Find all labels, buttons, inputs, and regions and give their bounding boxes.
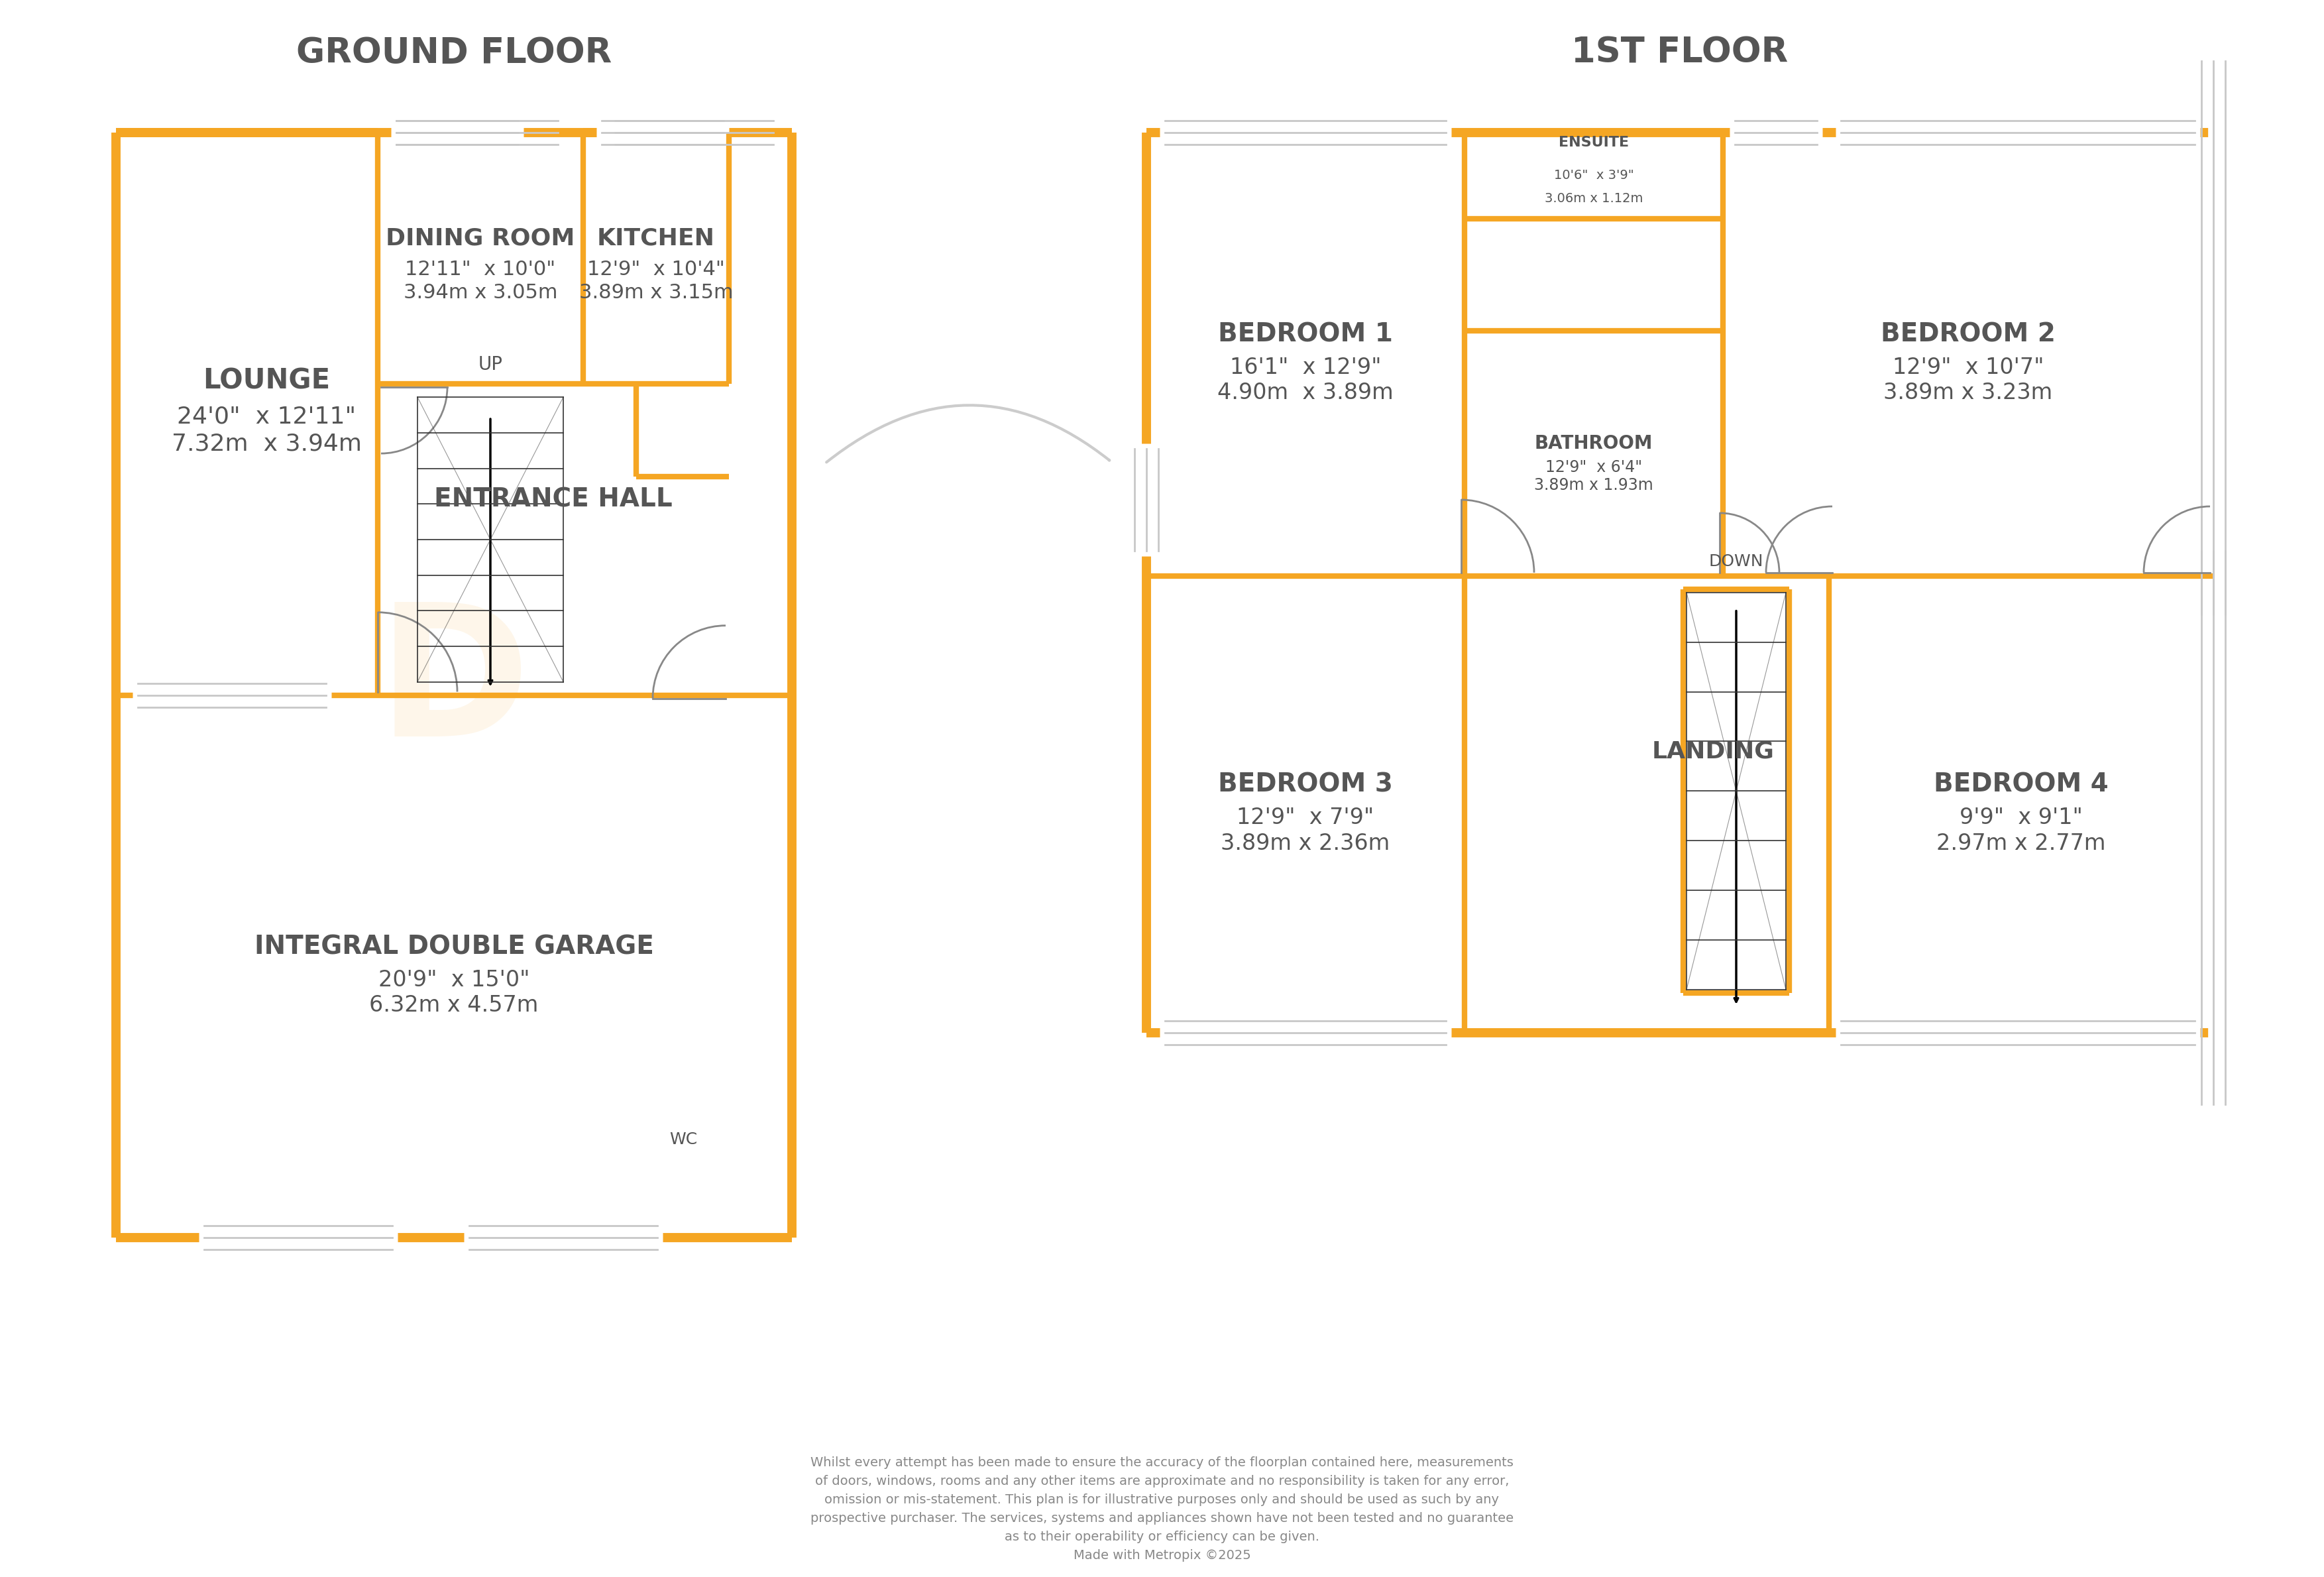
Text: Whilst every attempt has been made to ensure the accuracy of the floorplan conta: Whilst every attempt has been made to en… [811, 1457, 1513, 1561]
Text: KITCHEN: KITCHEN [597, 227, 716, 249]
Text: 7.32m  x 3.94m: 7.32m x 3.94m [172, 432, 363, 456]
Text: UP: UP [479, 355, 502, 374]
Text: BATHROOM: BATHROOM [1534, 434, 1652, 453]
Text: 10'6"  x 3'9": 10'6" x 3'9" [1555, 169, 1634, 181]
Text: WC: WC [669, 1131, 697, 1146]
Text: 20'9"  x 15'0": 20'9" x 15'0" [379, 968, 530, 990]
Text: LOUNGE: LOUNGE [202, 367, 330, 394]
Text: 24'0"  x 12'11": 24'0" x 12'11" [177, 405, 356, 427]
Text: 12'9"  x 10'7": 12'9" x 10'7" [1892, 356, 2043, 378]
Text: 3.06m x 1.12m: 3.06m x 1.12m [1545, 192, 1643, 205]
Text: LANDING: LANDING [1652, 740, 1773, 763]
Text: DOWN: DOWN [1708, 554, 1764, 569]
Text: INTEGRAL DOUBLE GARAGE: INTEGRAL DOUBLE GARAGE [253, 934, 653, 959]
FancyArrowPatch shape [827, 405, 1109, 462]
Text: BEDROOM 1: BEDROOM 1 [1218, 322, 1392, 347]
Text: BEDROOM 3: BEDROOM 3 [1218, 771, 1392, 796]
Text: ENTRANCE HALL: ENTRANCE HALL [435, 487, 672, 513]
Text: D: D [376, 596, 530, 774]
Text: 12'11"  x 10'0": 12'11" x 10'0" [404, 260, 555, 279]
Text: 6.32m x 4.57m: 6.32m x 4.57m [370, 995, 539, 1016]
Text: 2.97m x 2.77m: 2.97m x 2.77m [1936, 833, 2106, 855]
Text: 3.89m x 3.15m: 3.89m x 3.15m [579, 282, 732, 303]
Text: BEDROOM 2: BEDROOM 2 [1880, 322, 2054, 347]
Text: 12'9"  x 6'4": 12'9" x 6'4" [1545, 459, 1643, 475]
Text: GROUND FLOOR: GROUND FLOOR [295, 36, 611, 71]
Text: DINING ROOM: DINING ROOM [386, 227, 574, 249]
Text: 3.89m x 2.36m: 3.89m x 2.36m [1220, 833, 1390, 855]
Text: ENSUITE: ENSUITE [1559, 136, 1629, 148]
Text: BEDROOM 4: BEDROOM 4 [1934, 771, 2108, 796]
Text: 3.94m x 3.05m: 3.94m x 3.05m [404, 282, 558, 303]
Text: 9'9"  x 9'1": 9'9" x 9'1" [1959, 807, 2082, 830]
Text: 12'9"  x 10'4": 12'9" x 10'4" [588, 260, 725, 279]
Text: 3.89m x 3.23m: 3.89m x 3.23m [1882, 382, 2052, 404]
Text: 1ST FLOOR: 1ST FLOOR [1571, 36, 1787, 71]
Text: 4.90m  x 3.89m: 4.90m x 3.89m [1218, 382, 1394, 404]
Text: 3.89m x 1.93m: 3.89m x 1.93m [1534, 478, 1652, 494]
Text: 12'9"  x 7'9": 12'9" x 7'9" [1236, 807, 1373, 830]
Text: 16'1"  x 12'9": 16'1" x 12'9" [1229, 356, 1380, 378]
